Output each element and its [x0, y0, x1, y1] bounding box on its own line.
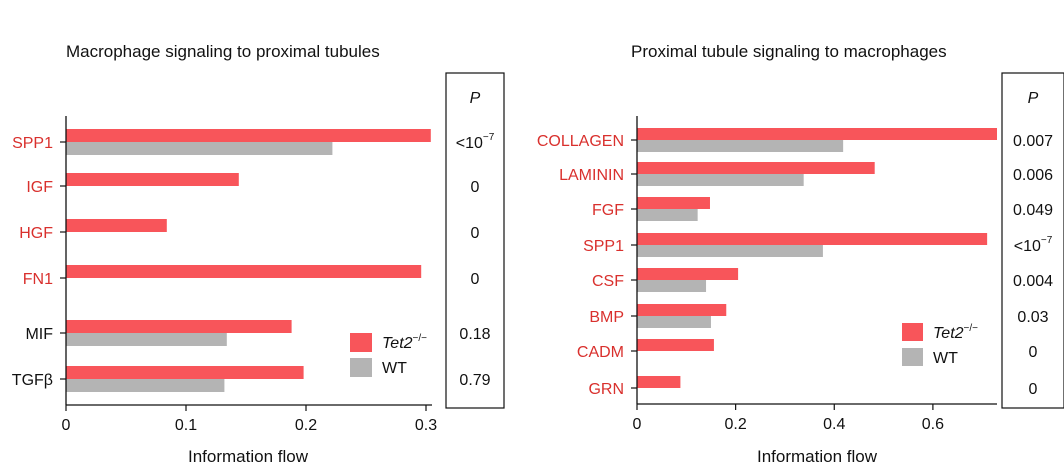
- p-value: 0: [471, 225, 480, 242]
- x-axis-label: Information flow: [757, 447, 878, 466]
- chart-panel-2: Proximal tubule signaling to macrophages…: [537, 42, 1064, 466]
- legend-swatch-tet2: [902, 323, 923, 341]
- legend-swatch-wt: [902, 348, 923, 366]
- legend: Tet2−/− WT: [350, 333, 427, 377]
- legend-label: WT: [382, 360, 407, 377]
- bar-wt-tgfβ: [66, 379, 225, 392]
- p-value: <10−7: [456, 132, 495, 152]
- x-axis-label: Information flow: [188, 447, 309, 466]
- category-label: CADM: [577, 344, 624, 361]
- p-value: 0: [471, 271, 480, 288]
- x-tick-label: 0.3: [415, 417, 437, 434]
- bar-tet2-bmp: [637, 304, 727, 316]
- chart-title: Proximal tubule signaling to macrophages: [631, 42, 947, 61]
- legend-swatch-tet2: [350, 333, 372, 352]
- bar-wt-spp1: [637, 245, 823, 257]
- bar-tet2-hgf: [66, 219, 167, 232]
- category-label: BMP: [589, 309, 624, 326]
- chart-panel-1: Macrophage signaling to proximal tubules…: [12, 42, 505, 466]
- p-value: 0.004: [1013, 273, 1053, 290]
- legend-label: Tet2−/−: [933, 323, 978, 342]
- bar-wt-fgf: [637, 209, 698, 221]
- p-value-box: [445, 72, 505, 409]
- bar-tet2-igf: [66, 173, 239, 186]
- legend-label: WT: [933, 350, 958, 367]
- p-value: 0.03: [1017, 309, 1048, 326]
- p-value: <10−7: [1014, 235, 1053, 255]
- bar-tet2-cadm: [637, 339, 714, 351]
- category-label: LAMININ: [559, 167, 624, 184]
- bar-wt-mif: [66, 333, 227, 346]
- bar-tet2-csf: [637, 268, 739, 280]
- category-label: SPP1: [12, 135, 53, 152]
- category-label: COLLAGEN: [537, 133, 624, 150]
- bar-wt-bmp: [637, 316, 711, 328]
- p-value-box: [1001, 72, 1064, 409]
- legend-swatch-wt: [350, 358, 372, 377]
- p-value-header: P: [1028, 90, 1039, 107]
- x-tick-label: 0.6: [922, 416, 944, 433]
- p-value-header: P: [470, 90, 481, 107]
- category-label: CSF: [592, 273, 624, 290]
- p-value: 0.006: [1013, 167, 1053, 184]
- legend-label: Tet2−/−: [382, 333, 427, 352]
- p-value: 0: [1029, 344, 1038, 361]
- p-value: 0: [1029, 381, 1038, 398]
- bar-wt-csf: [637, 280, 707, 292]
- category-label: FGF: [592, 202, 624, 219]
- p-value: 0.18: [459, 326, 490, 343]
- p-value: 0.007: [1013, 133, 1053, 150]
- x-tick-label: 0.2: [725, 416, 747, 433]
- p-value: 0: [471, 179, 480, 196]
- bar-tet2-grn: [637, 376, 681, 388]
- category-label: IGF: [26, 179, 53, 196]
- bar-tet2-collagen: [637, 128, 997, 140]
- x-tick-label: 0: [633, 416, 642, 433]
- x-tick-label: 0.2: [295, 417, 317, 434]
- bar-tet2-fgf: [637, 197, 710, 209]
- category-label: HGF: [19, 225, 53, 242]
- bar-tet2-tgfβ: [66, 366, 304, 379]
- p-value: 0.79: [459, 372, 490, 389]
- bar-wt-collagen: [637, 140, 844, 152]
- bar-tet2-spp1: [637, 233, 988, 245]
- x-tick-label: 0.1: [175, 417, 197, 434]
- bar-wt-laminin: [637, 174, 804, 186]
- p-value: 0.049: [1013, 202, 1053, 219]
- chart-title: Macrophage signaling to proximal tubules: [66, 42, 380, 61]
- x-tick-label: 0: [62, 417, 71, 434]
- bar-tet2-laminin: [637, 162, 875, 174]
- legend: Tet2−/− WT: [902, 323, 978, 367]
- x-tick-label: 0.4: [823, 416, 845, 433]
- category-label: MIF: [25, 326, 53, 343]
- category-label: GRN: [588, 381, 624, 398]
- bar-tet2-mif: [66, 320, 292, 333]
- category-label: TGFβ: [12, 372, 53, 389]
- category-label: FN1: [23, 271, 53, 288]
- bar-wt-spp1: [66, 142, 333, 155]
- bar-tet2-fn1: [66, 265, 422, 278]
- category-label: SPP1: [583, 238, 624, 255]
- bar-tet2-spp1: [66, 129, 431, 142]
